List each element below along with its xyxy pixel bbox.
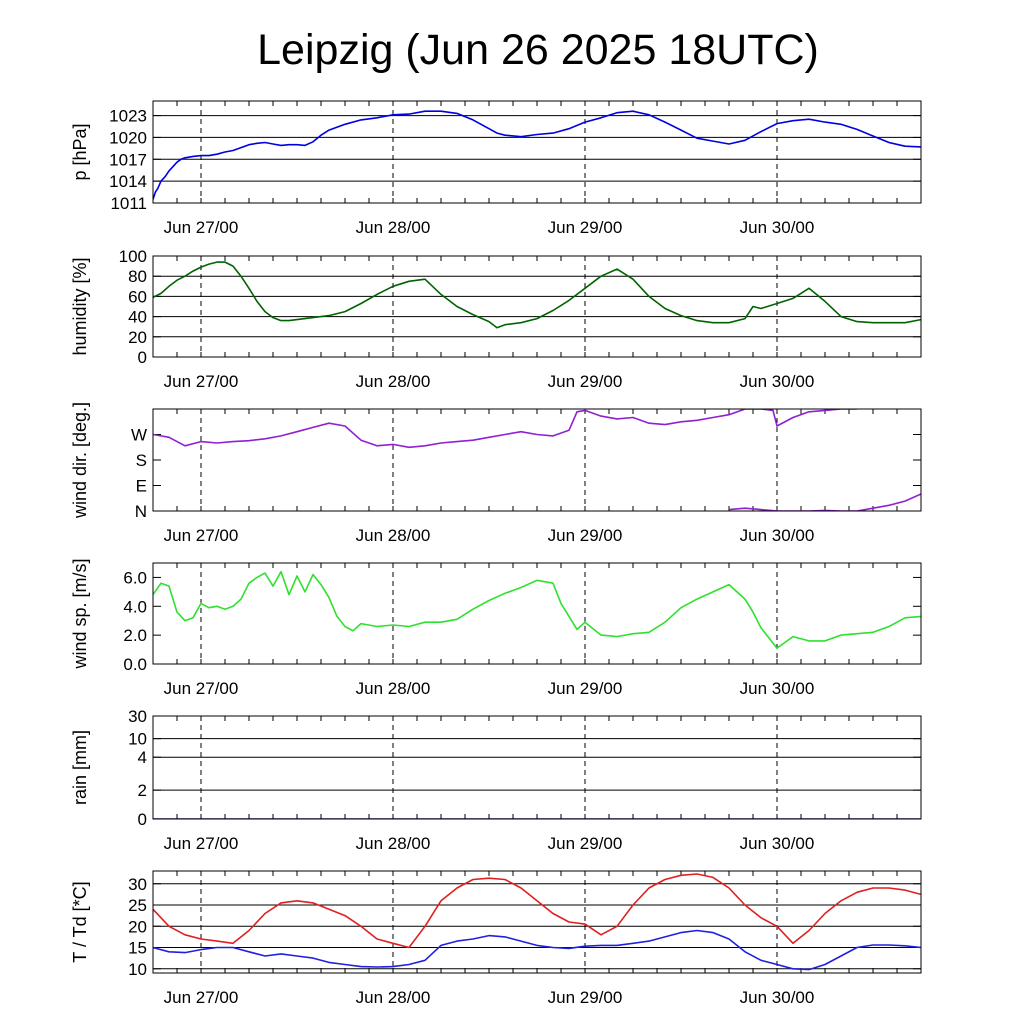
x-tick-label: Jun 27/00 xyxy=(164,834,239,853)
x-tick-label: Jun 28/00 xyxy=(356,834,431,853)
y-tick-label: 2.0 xyxy=(123,626,147,645)
x-tick-label: Jun 29/00 xyxy=(548,372,623,391)
y-tick-label: 0 xyxy=(138,810,147,829)
y-tick-label: 60 xyxy=(128,287,147,306)
data-series-line xyxy=(728,493,921,511)
y-tick-label: 1020 xyxy=(109,128,147,147)
y-tick-label: 6.0 xyxy=(123,568,147,587)
plot-frame xyxy=(152,870,922,974)
y-tick-label: 30 xyxy=(128,875,147,894)
y-tick-label: S xyxy=(136,451,147,470)
y-tick-label: 1017 xyxy=(109,150,147,169)
y-tick-label: 10 xyxy=(128,730,147,749)
y-axis-label: humidity [%] xyxy=(70,257,90,355)
data-series-line xyxy=(153,409,857,449)
y-tick-label: 0 xyxy=(138,348,147,367)
data-series-line xyxy=(153,110,921,200)
y-axis-label: T / Td [*C] xyxy=(70,881,90,962)
x-tick-label: Jun 27/00 xyxy=(164,526,239,545)
x-tick-label: Jun 27/00 xyxy=(164,988,239,1007)
y-tick-label: 25 xyxy=(128,896,147,915)
x-tick-label: Jun 28/00 xyxy=(356,218,431,237)
x-tick-label: Jun 28/00 xyxy=(356,988,431,1007)
y-axis-label: wind sp. [m/s] xyxy=(70,558,90,669)
y-tick-label: 100 xyxy=(119,247,147,266)
y-tick-label: 80 xyxy=(128,267,147,286)
y-tick-label: 1011 xyxy=(110,194,147,213)
y-axis-label: p [hPa] xyxy=(70,123,90,180)
plot-frame xyxy=(152,255,922,358)
x-tick-label: Jun 29/00 xyxy=(548,218,623,237)
y-axis-label: rain [mm] xyxy=(70,730,90,805)
x-tick-label: Jun 29/00 xyxy=(548,679,623,698)
x-tick-label: Jun 27/00 xyxy=(164,218,239,237)
data-series-line xyxy=(153,261,921,329)
x-tick-label: Jun 28/00 xyxy=(356,526,431,545)
x-tick-label: Jun 27/00 xyxy=(164,679,239,698)
plot-frame xyxy=(152,715,922,820)
x-tick-label: Jun 30/00 xyxy=(740,372,815,391)
y-tick-label: E xyxy=(136,477,147,496)
y-tick-label: 10 xyxy=(128,960,147,979)
plot-frame xyxy=(152,100,922,204)
y-tick-label: 0.0 xyxy=(123,655,147,674)
y-tick-label: 15 xyxy=(128,939,147,958)
y-tick-label: 1014 xyxy=(109,172,147,191)
y-tick-label: W xyxy=(131,426,147,445)
x-tick-label: Jun 30/00 xyxy=(740,834,815,853)
chart-title: Leipzig (Jun 26 2025 18UTC) xyxy=(257,26,819,74)
x-tick-label: Jun 29/00 xyxy=(548,988,623,1007)
x-tick-label: Jun 30/00 xyxy=(740,988,815,1007)
x-tick-label: Jun 30/00 xyxy=(740,526,815,545)
y-tick-label: N xyxy=(135,502,147,521)
plot-frame xyxy=(152,562,922,665)
data-series-line xyxy=(153,570,921,649)
x-tick-label: Jun 30/00 xyxy=(740,679,815,698)
y-tick-label: 20 xyxy=(128,917,147,936)
y-axis-label: wind dir. [deg.] xyxy=(70,402,90,519)
x-tick-label: Jun 28/00 xyxy=(356,679,431,698)
y-tick-label: 30 xyxy=(128,707,147,726)
plot-frame xyxy=(152,408,922,512)
x-tick-label: Jun 29/00 xyxy=(548,834,623,853)
y-tick-label: 40 xyxy=(128,308,147,327)
y-tick-label: 4 xyxy=(138,748,147,767)
y-tick-label: 1023 xyxy=(109,107,147,126)
y-tick-label: 2 xyxy=(138,781,147,800)
x-tick-label: Jun 28/00 xyxy=(356,372,431,391)
x-tick-label: Jun 29/00 xyxy=(548,526,623,545)
data-series-line xyxy=(153,873,921,949)
x-tick-label: Jun 27/00 xyxy=(164,372,239,391)
y-tick-label: 4.0 xyxy=(123,597,147,616)
x-tick-label: Jun 30/00 xyxy=(740,218,815,237)
y-tick-label: 20 xyxy=(128,328,147,347)
data-series-line xyxy=(153,929,921,971)
